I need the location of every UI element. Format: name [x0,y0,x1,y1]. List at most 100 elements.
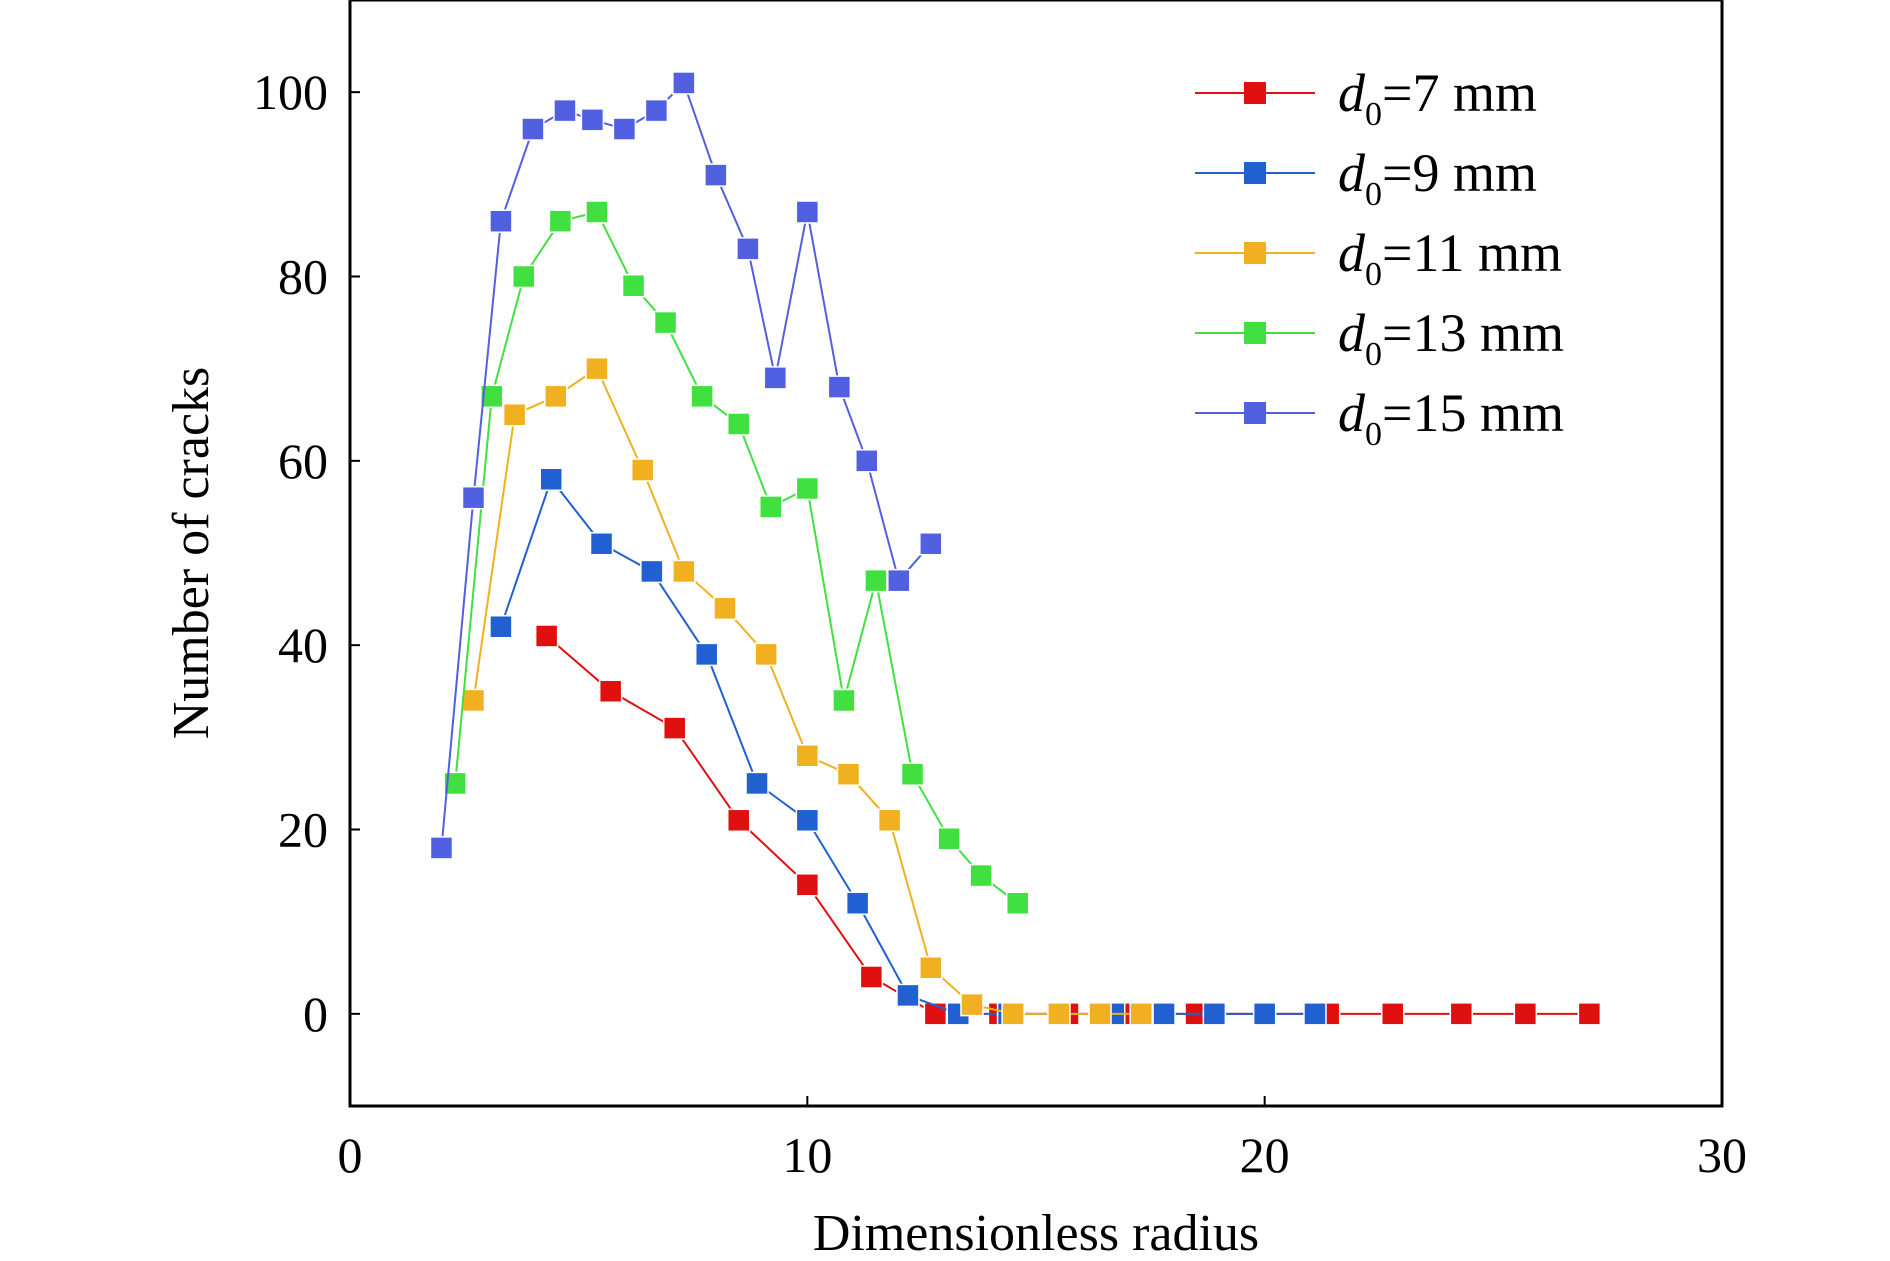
legend-label-sub: 0 [1365,96,1382,133]
legend-item: d0=11 mm [1195,223,1562,293]
legend-label-sub: 0 [1365,256,1382,293]
data-point [553,98,577,123]
data-point [598,679,623,703]
data-point [832,688,856,713]
legend-label: d0=13 mm [1338,303,1564,373]
data-point [1202,1002,1227,1026]
data-point [1152,1002,1176,1026]
data-point [653,310,678,335]
data-point [690,384,714,409]
legend-label-rest: =7 mm [1382,63,1537,123]
x-tick-label: 20 [1240,1127,1290,1183]
y-tick-label: 60 [278,433,328,489]
data-point [745,771,769,796]
y-tick-label: 80 [278,249,328,305]
legend-label-sub: 0 [1365,336,1382,373]
legend-label: d0=15 mm [1338,383,1564,453]
data-point [672,71,696,95]
data-point [512,264,536,289]
data-point [1449,1002,1474,1026]
data-point [1129,1002,1153,1026]
data-point [763,366,788,390]
data-point [1252,1002,1277,1026]
data-point [736,237,760,261]
legend-label: d0=7 mm [1338,63,1537,133]
data-point [845,891,870,915]
y-tick-label: 20 [278,802,328,858]
legend-label-rest: =13 mm [1382,303,1564,363]
data-point [1303,1002,1327,1026]
data-point [704,163,728,187]
data-point [877,808,902,833]
data-point [795,476,820,501]
legend-label-sub: 0 [1365,176,1382,213]
data-point [539,467,563,492]
data-point [795,873,820,897]
data-point [694,642,719,667]
data-point [754,642,778,667]
legend-label: d0=11 mm [1338,223,1562,293]
series-line [545,635,1590,1015]
data-point [589,532,614,556]
data-point [630,458,655,482]
series-4 [429,71,943,860]
y-tick-label: 100 [253,64,328,120]
data-point [443,771,467,796]
legend-label-main: d [1338,383,1366,443]
data-point [461,485,486,510]
x-tick-label: 30 [1697,1127,1747,1183]
data-point [580,108,605,132]
data-point [548,209,573,233]
legend-label-rest: =11 mm [1382,223,1562,283]
data-point [795,744,820,768]
plot-frame [348,0,1724,1108]
data-point [960,992,984,1017]
data-point [1088,1002,1112,1026]
legend-marker [1244,242,1266,264]
x-tick-label: 0 [338,1127,363,1183]
data-point [896,983,920,1008]
legend-label-main: d [1338,223,1366,283]
data-point [1577,1002,1602,1026]
legend-item: d0=9 mm [1195,143,1537,213]
data-point [969,863,993,888]
legend-item: d0=7 mm [1195,63,1537,133]
legend-label-rest: =9 mm [1382,143,1537,203]
data-point [919,956,943,980]
legend-label-main: d [1338,143,1366,203]
y-tick-label: 0 [303,986,328,1042]
data-point [726,808,751,833]
data-point [621,273,646,298]
series-3 [443,200,1030,915]
data-point [758,495,783,519]
data-point [1005,891,1030,915]
data-point [585,356,609,381]
series-line [472,367,1142,1015]
data-point [795,200,820,224]
legend-label: d0=9 mm [1338,143,1537,213]
legend-item: d0=15 mm [1195,383,1564,453]
data-point [827,375,852,399]
data-point [534,624,559,648]
data-point [937,826,961,851]
data-point [480,384,504,409]
data-point [502,403,527,427]
data-point [640,559,664,584]
data-point [855,449,879,473]
legend-marker [1244,322,1266,344]
data-point [644,98,669,123]
legend-marker [1244,402,1266,424]
data-point [672,559,696,584]
data-point [795,808,820,833]
data-point [713,596,737,621]
y-axis-ticks: 0 20 40 60 80 100 [253,64,360,1042]
data-point [662,716,687,740]
x-axis-ticks: 0 10 20 30 [338,1096,1747,1183]
data-point [859,965,884,989]
data-point [919,532,943,556]
legend-label-main: d [1338,63,1366,123]
data-point [1047,1002,1071,1026]
y-tick-label: 40 [278,617,328,673]
